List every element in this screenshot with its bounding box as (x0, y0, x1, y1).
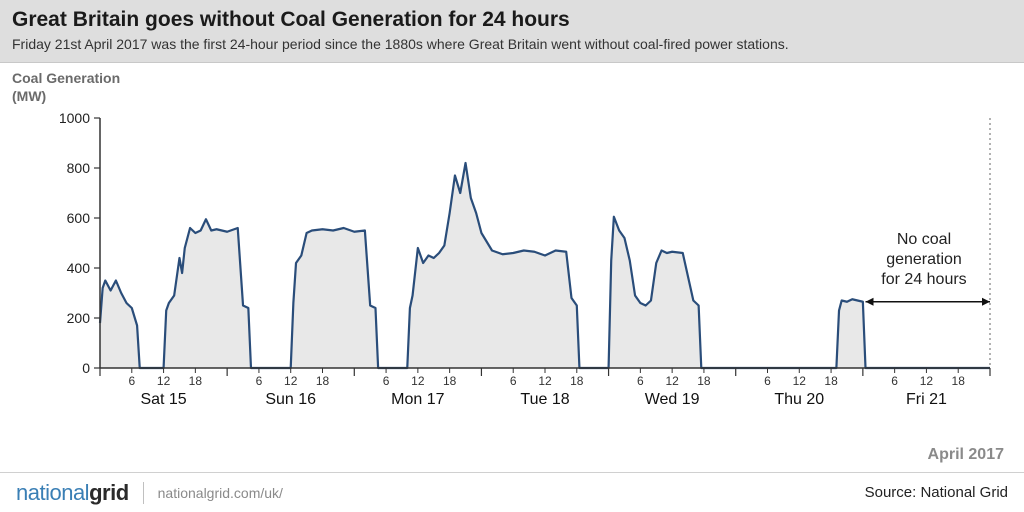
svg-text:12: 12 (157, 374, 171, 388)
annotation-line3: for 24 hours (881, 271, 966, 288)
svg-text:6: 6 (128, 374, 135, 388)
source-label: Source: National Grid (865, 484, 1008, 501)
svg-text:0: 0 (82, 360, 90, 376)
svg-text:12: 12 (411, 374, 425, 388)
svg-text:400: 400 (67, 260, 91, 276)
footer-url: nationalgrid.com/uk/ (158, 485, 283, 501)
svg-text:6: 6 (637, 374, 644, 388)
svg-text:Sat 15: Sat 15 (140, 391, 186, 408)
svg-text:800: 800 (67, 160, 91, 176)
footer-bar: nationalgrid nationalgrid.com/uk/ Source… (0, 472, 1024, 512)
footer-divider (143, 482, 144, 504)
header-bar: Great Britain goes without Coal Generati… (0, 0, 1024, 63)
svg-text:18: 18 (952, 374, 966, 388)
svg-text:Wed 19: Wed 19 (645, 391, 700, 408)
y-axis-label-line1: Coal Generation (12, 70, 120, 86)
svg-text:12: 12 (538, 374, 552, 388)
svg-text:Sun 16: Sun 16 (265, 391, 316, 408)
svg-text:6: 6 (891, 374, 898, 388)
logo-part2: grid (89, 480, 129, 506)
logo-part1: national (16, 480, 89, 506)
svg-text:600: 600 (67, 210, 91, 226)
svg-text:6: 6 (764, 374, 771, 388)
y-axis-label: Coal Generation (MW) (12, 70, 120, 105)
annotation-box: No coal generation for 24 hours (854, 230, 994, 290)
chart-title: Great Britain goes without Coal Generati… (12, 8, 1012, 32)
svg-text:18: 18 (443, 374, 457, 388)
svg-text:18: 18 (570, 374, 584, 388)
svg-text:Thu 20: Thu 20 (774, 391, 824, 408)
svg-text:18: 18 (824, 374, 838, 388)
annotation-line1: No coal (897, 231, 951, 248)
month-label: April 2017 (928, 446, 1004, 464)
svg-text:200: 200 (67, 310, 91, 326)
svg-text:Fri 21: Fri 21 (906, 391, 947, 408)
svg-text:1000: 1000 (60, 110, 90, 126)
svg-text:Tue 18: Tue 18 (520, 391, 569, 408)
svg-text:12: 12 (665, 374, 679, 388)
svg-text:12: 12 (920, 374, 934, 388)
svg-text:12: 12 (284, 374, 298, 388)
svg-text:18: 18 (697, 374, 711, 388)
annotation-line2: generation (886, 251, 962, 268)
svg-text:6: 6 (383, 374, 390, 388)
chart-subtitle: Friday 21st April 2017 was the first 24-… (12, 36, 1012, 52)
svg-text:6: 6 (510, 374, 517, 388)
svg-text:18: 18 (316, 374, 330, 388)
svg-text:Mon 17: Mon 17 (391, 391, 444, 408)
y-axis-label-line2: (MW) (12, 88, 46, 104)
svg-text:18: 18 (189, 374, 203, 388)
svg-text:12: 12 (793, 374, 807, 388)
svg-text:6: 6 (256, 374, 263, 388)
